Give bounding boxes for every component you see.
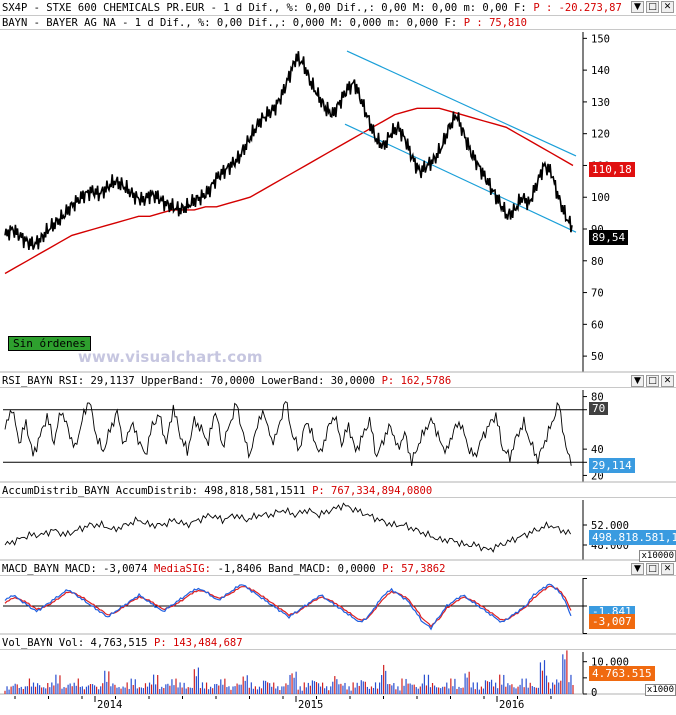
y-tick-label: 80 bbox=[591, 392, 604, 404]
x-tick-label: 2014 bbox=[97, 699, 122, 711]
vol-last-tag: 4.763.515 bbox=[589, 666, 655, 681]
macd-line bbox=[4, 583, 572, 631]
rsi-upper-tag: 70 bbox=[589, 402, 609, 415]
rsi-header-pvalue: P: 162,5786 bbox=[381, 375, 452, 387]
rsi-maximize-button[interactable]: □ bbox=[646, 375, 659, 387]
top-bar: SX4P - STXE 600 CHEMICALS PR.EUR - 1 d D… bbox=[0, 0, 676, 16]
price-header: BAYN - BAYER AG NA - 1 d Dif., %: 0,00 D… bbox=[0, 16, 676, 30]
macd-header-c: -1,8406 Band_MACD: 0,0000 bbox=[217, 563, 376, 575]
maximize-button[interactable]: □ bbox=[646, 1, 659, 13]
price-chart[interactable]: 5060708090100110120130140150 bbox=[0, 16, 676, 374]
vol-panel[interactable]: Vol_BAYN Vol: 4,763,515 P: 143,484,687 1… bbox=[0, 636, 676, 696]
ad-multiplier: x10000 bbox=[639, 550, 676, 562]
y-tick-label: 130 bbox=[591, 97, 610, 109]
y-tick-label: 0 bbox=[591, 687, 597, 696]
y-tick-label: 100 bbox=[591, 192, 610, 204]
rsi-chart[interactable]: 2030407080 bbox=[0, 374, 676, 484]
vol-header-text: Vol_BAYN Vol: 4,763,515 bbox=[2, 637, 148, 649]
ad-panel[interactable]: AccumDistrib_BAYN AccumDistrib: 498,818,… bbox=[0, 484, 676, 562]
macd-close-button[interactable]: ✕ bbox=[661, 563, 674, 575]
rsi-header: RSI_BAYN RSI: 29,1137 UpperBand: 70,0000… bbox=[0, 374, 676, 388]
no-orders-badge[interactable]: Sin órdenes bbox=[8, 336, 91, 351]
macd-tag-2: -3,007 bbox=[589, 614, 635, 629]
ad-last-tag: 498.818.581,15 bbox=[589, 530, 676, 545]
vol-chart[interactable]: 10.000 0 bbox=[0, 636, 676, 696]
macd-header: MACD_BAYN MACD: -3,0074 MediaSIG: -1,840… bbox=[0, 562, 676, 576]
macd-minimize-button[interactable]: ▼ bbox=[631, 563, 644, 575]
ma-value-tag: 110,18 bbox=[589, 162, 635, 177]
y-tick-label: 70 bbox=[591, 288, 604, 300]
rsi-window-buttons: ▼ □ ✕ bbox=[631, 374, 674, 388]
x-tick-label: 2016 bbox=[499, 699, 524, 711]
price-panel[interactable]: BAYN - BAYER AG NA - 1 d Dif., %: 0,00 D… bbox=[0, 16, 676, 374]
macd-chart[interactable] bbox=[0, 562, 676, 636]
y-tick-label: 40 bbox=[591, 444, 604, 456]
moving-average-line bbox=[4, 107, 574, 275]
macd-header-pvalue: P: 57,3862 bbox=[382, 563, 446, 575]
top-bar-header: SX4P - STXE 600 CHEMICALS PR.EUR - 1 d D… bbox=[0, 0, 676, 16]
y-tick-label: 52.000 bbox=[591, 520, 629, 532]
rsi-header-text: RSI_BAYN RSI: 29,1137 UpperBand: 70,0000… bbox=[2, 375, 375, 387]
y-tick-label: 120 bbox=[591, 129, 610, 141]
watermark: www.visualchart.com bbox=[78, 348, 263, 366]
channel-upper-line bbox=[346, 50, 577, 157]
top-bar-pvalue: P : -20.273,87 bbox=[533, 2, 622, 14]
macd-maximize-button[interactable]: □ bbox=[646, 563, 659, 575]
vol-header-pvalue: P: 143,484,687 bbox=[154, 637, 243, 649]
vol-multiplier: x1000 bbox=[644, 684, 676, 696]
y-tick-label: 10.000 bbox=[591, 657, 629, 669]
y-tick-label: 50 bbox=[591, 351, 604, 363]
last-price-tag: 89,54 bbox=[589, 230, 629, 245]
rsi-close-button[interactable]: ✕ bbox=[661, 375, 674, 387]
close-button[interactable]: ✕ bbox=[661, 1, 674, 13]
top-bar-text: SX4P - STXE 600 CHEMICALS PR.EUR - 1 d D… bbox=[2, 2, 527, 14]
ad-header-text: AccumDistrib_BAYN AccumDistrib: 498,818,… bbox=[2, 485, 306, 497]
ad-header-pvalue: P: 767,334,894,0800 bbox=[312, 485, 433, 497]
x-tick-label: 2015 bbox=[298, 699, 323, 711]
y-tick-label: 20 bbox=[591, 470, 604, 482]
macd-panel[interactable]: MACD_BAYN MACD: -3,0074 MediaSIG: -1,840… bbox=[0, 562, 676, 636]
minimize-button[interactable]: ▼ bbox=[631, 1, 644, 13]
macd-header-a: MACD_BAYN MACD: -3,0074 bbox=[2, 563, 148, 575]
macd-window-buttons: ▼ □ ✕ bbox=[631, 562, 674, 576]
y-tick-label: 80 bbox=[591, 256, 604, 268]
macd-header-b: MediaSIG: bbox=[154, 563, 211, 575]
ad-header: AccumDistrib_BAYN AccumDistrib: 498,818,… bbox=[0, 484, 676, 498]
rsi-last-tag: 29,114 bbox=[589, 458, 635, 473]
rsi-minimize-button[interactable]: ▼ bbox=[631, 375, 644, 387]
price-header-pvalue: P : 75,810 bbox=[463, 17, 527, 29]
x-axis: 2014 2015 2016 bbox=[14, 696, 552, 711]
price-line bbox=[4, 51, 573, 250]
top-window-buttons: ▼ □ ✕ bbox=[631, 0, 674, 14]
y-tick-label: 140 bbox=[591, 65, 610, 77]
macd-signal-line bbox=[4, 585, 572, 628]
accumdistrib-line bbox=[4, 502, 571, 553]
rsi-line bbox=[4, 401, 572, 467]
rsi-panel[interactable]: RSI_BAYN RSI: 29,1137 UpperBand: 70,0000… bbox=[0, 374, 676, 484]
y-tick-label: 150 bbox=[591, 33, 610, 45]
y-tick-label: 60 bbox=[591, 319, 604, 331]
price-header-text: BAYN - BAYER AG NA - 1 d Dif., %: 0,00 D… bbox=[2, 17, 458, 29]
vol-header: Vol_BAYN Vol: 4,763,515 P: 143,484,687 bbox=[0, 636, 676, 650]
